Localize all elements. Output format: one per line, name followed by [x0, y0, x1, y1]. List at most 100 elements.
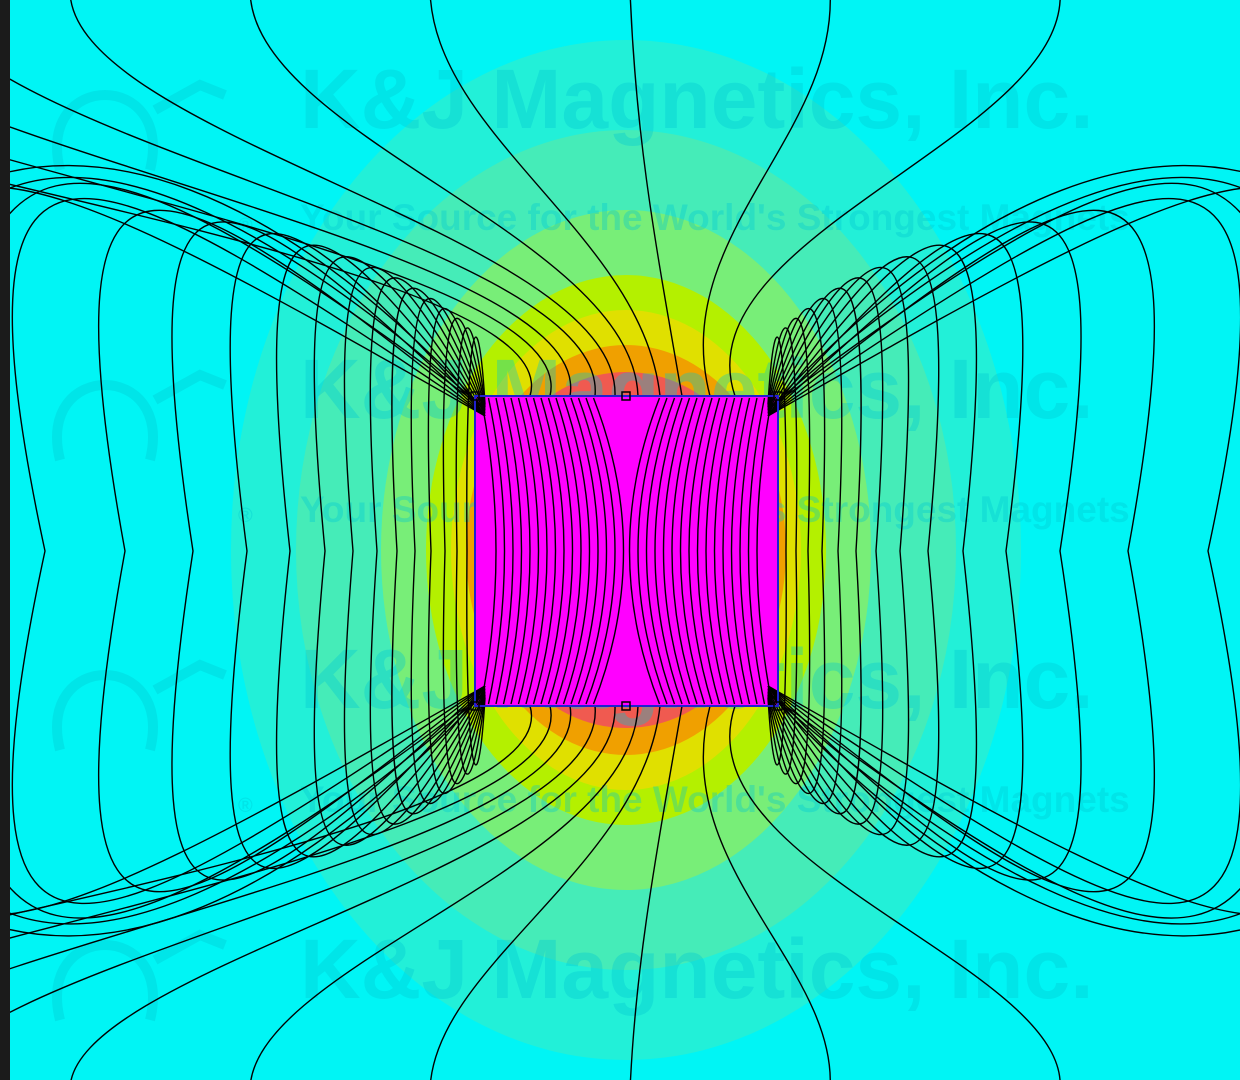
field-line: [229, 232, 486, 870]
outline-node: [773, 391, 783, 401]
field-line-internal: [654, 397, 683, 705]
field-line-open: [10, 705, 596, 1014]
field-line: [767, 336, 787, 766]
field-line-internal: [645, 397, 676, 705]
field-line: [767, 277, 884, 825]
field-line-internal: [679, 397, 706, 705]
field-line-internal: [637, 397, 668, 705]
field-line-internal: [705, 397, 728, 705]
watermark-registered-2: ®: [238, 505, 253, 527]
field-line-internal: [487, 397, 506, 705]
field-line-open: [430, 0, 661, 397]
field-line-outer: [769, 176, 1240, 925]
field-line-internal: [713, 397, 736, 705]
field-line-internal: [555, 397, 582, 705]
field-line-open: [10, 126, 572, 397]
field-line-internal: [577, 397, 608, 705]
field-line-open: [70, 705, 616, 1080]
field-line-open: [10, 159, 552, 397]
mascot-icon: [52, 369, 227, 462]
field-line: [767, 256, 940, 846]
field-line: [767, 197, 1240, 905]
field-line-open: [70, 0, 616, 397]
field-line-open: [10, 705, 533, 916]
field-line: [767, 221, 1082, 881]
magnetic-field-plot: K&J Magnetics, Inc. Your Source for the …: [10, 0, 1240, 1080]
field-line-internal: [547, 397, 574, 705]
field-line-internal: [671, 397, 698, 705]
field-line: [313, 256, 486, 846]
field-line: [369, 277, 486, 825]
magnet-outline-nodes: [470, 391, 783, 711]
field-line-internal: [525, 397, 548, 705]
field-line-internal: [688, 397, 713, 705]
field-line: [767, 209, 1156, 893]
watermark-tagline-1: Your Source for the World's Strongest Ma…: [300, 197, 1130, 238]
field-line-open: [729, 705, 1061, 1080]
watermark-company-1: K&J Magnetics, Inc.: [300, 52, 1094, 146]
field-line-internal: [696, 397, 721, 705]
field-line-internal: [747, 397, 766, 705]
field-line-open: [430, 705, 661, 1080]
field-line-internal: [628, 397, 661, 705]
field-line-internal: [739, 397, 758, 705]
field-line-outer: [10, 164, 484, 937]
field-line: [391, 287, 486, 815]
field-line: [275, 244, 486, 858]
field-line-outer: [769, 164, 1240, 937]
field-line: [767, 287, 862, 815]
field-line-open: [629, 0, 683, 397]
field-line: [767, 327, 798, 775]
field-line: [10, 187, 486, 915]
field-line-open: [250, 705, 639, 1080]
outline-node: [470, 391, 480, 401]
field-line-open: [702, 705, 831, 1080]
field-line: [767, 187, 1240, 915]
field-line: [767, 232, 1024, 870]
magnet-body: [475, 396, 778, 706]
field-line-internal: [756, 397, 773, 705]
field-line: [97, 209, 486, 893]
field-line-internal: [730, 397, 751, 705]
field-line: [767, 266, 910, 836]
field-line-internal: [540, 397, 565, 705]
field-line-internal: [517, 397, 540, 705]
field-line-open: [10, 78, 596, 397]
field-line-open: [10, 705, 572, 970]
field-line: [767, 307, 826, 795]
field-line-internal: [662, 397, 691, 705]
field-line: [427, 307, 486, 795]
field-line-open: [702, 0, 831, 397]
field-line-open: [10, 183, 533, 397]
field-line-outer: [10, 182, 484, 919]
field-line-internal: [592, 397, 625, 705]
field-line-internal: [570, 397, 599, 705]
outline-node: [621, 701, 631, 711]
field-line: [171, 221, 486, 881]
field-line-open: [250, 0, 639, 397]
field-line: [455, 327, 486, 775]
field-line-internal: [510, 397, 531, 705]
field-line-outer: [769, 182, 1240, 919]
field-line-internal: [532, 397, 557, 705]
field-line-internal: [585, 397, 616, 705]
field-line: [343, 266, 486, 836]
field-line: [767, 317, 811, 785]
window-edge-bar: [0, 0, 10, 1080]
field-line-internal: [495, 397, 514, 705]
field-line-internal: [562, 397, 591, 705]
field-line: [466, 336, 486, 766]
outline-node: [773, 701, 783, 711]
field-line: [767, 297, 843, 805]
field-line-open: [629, 705, 683, 1080]
field-line-outer: [10, 176, 484, 925]
watermark-company-4: K&J Magnetics, Inc.: [300, 922, 1094, 1016]
watermark-registered-3: ®: [238, 795, 253, 817]
magnetic-field-lines: [10, 0, 1240, 1080]
field-line: [767, 244, 978, 858]
magnet-outline: [474, 395, 779, 707]
field-line: [442, 317, 486, 785]
field-line-open: [10, 705, 552, 939]
field-line-internal: [502, 397, 523, 705]
